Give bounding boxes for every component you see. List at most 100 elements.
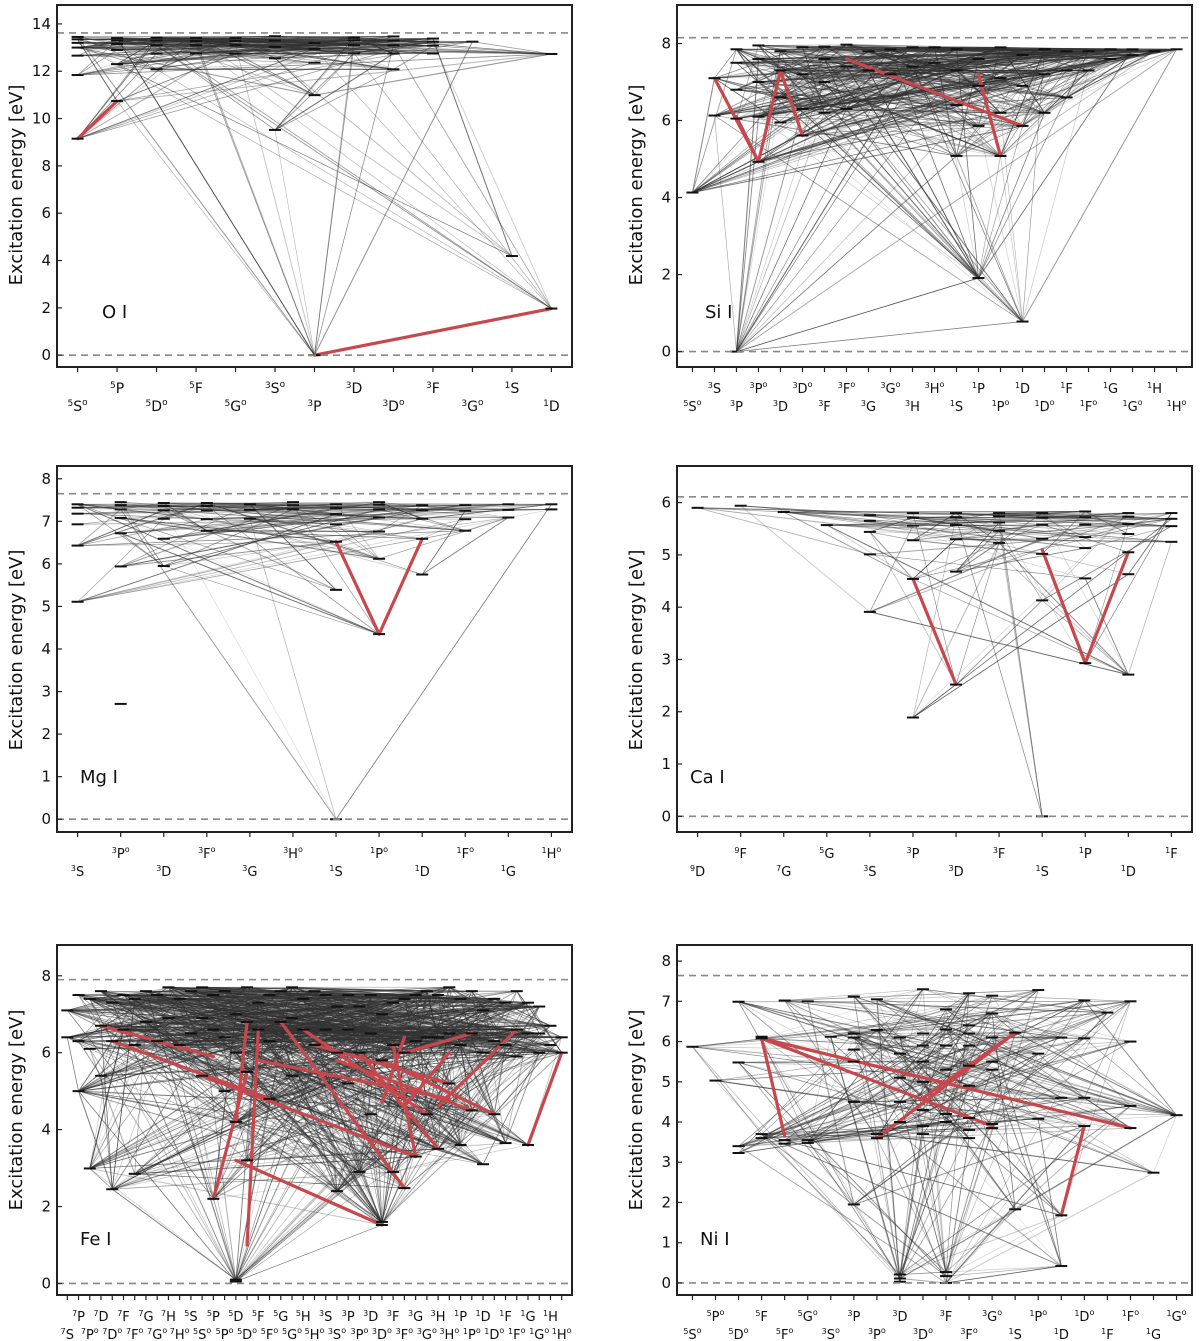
transition-line (802, 73, 957, 157)
transition-line (1110, 48, 1177, 60)
term-label: 3Fo (198, 845, 216, 862)
term-label: 3S (708, 381, 721, 397)
y-axis-label: Excitation energy [eV] (6, 1010, 27, 1211)
y-tick-label: 4 (661, 1113, 671, 1131)
transition-line (736, 62, 1045, 114)
transition-line (206, 502, 380, 560)
transition-line (163, 513, 337, 540)
transition-line (156, 37, 355, 54)
transition-line (1042, 553, 1129, 575)
term-label: 3Fo (396, 1326, 414, 1341)
transition-line (120, 502, 164, 510)
transition-line (117, 42, 315, 65)
term-label: 5H (296, 1309, 311, 1325)
transition-line (758, 45, 1067, 71)
term-label: 3So (822, 1326, 840, 1341)
term-label: 3F (993, 846, 1006, 862)
transition-line (869, 531, 1129, 535)
transition-line (869, 531, 957, 685)
transition-line (163, 504, 466, 540)
transition-line (955, 542, 1000, 685)
transition-line (120, 517, 337, 543)
transition-line (78, 1029, 214, 1092)
term-label: 1G (501, 864, 516, 880)
transition-line (77, 509, 552, 603)
panel-ca-i: Excitation energy [eV] Ca I 0 1 2 3 4 5 6 9D 9F 7… (626, 465, 1193, 880)
transition-line (77, 44, 394, 76)
transition-line (421, 510, 466, 575)
transition-line (77, 44, 236, 140)
term-label: 1P (1079, 846, 1092, 862)
term-label: 3Do (372, 1326, 392, 1341)
term-label: 3F (818, 399, 831, 415)
transition-line (692, 50, 1067, 193)
transition-line (156, 40, 197, 46)
term-label: 3F (387, 1309, 400, 1325)
term-label: 3G (242, 864, 257, 880)
transition-line (206, 503, 552, 520)
term-label: 3Po (868, 1326, 886, 1341)
transition-line (335, 513, 466, 532)
transition-line (156, 53, 197, 70)
element-label: Si I (705, 302, 732, 323)
transition-line (314, 48, 552, 309)
transition-line (516, 1025, 551, 1057)
transition-line (802, 73, 825, 83)
transition-line (955, 524, 1086, 573)
transition-line (212, 1014, 237, 1199)
transition-line (249, 518, 337, 820)
term-label: 3D (156, 864, 171, 880)
y-tick-label: 5 (661, 1073, 671, 1091)
transition-line (692, 125, 979, 193)
transition-line (736, 277, 979, 352)
y-tick-label: 6 (41, 204, 51, 222)
transition-line (955, 524, 1000, 532)
transition-line (77, 503, 466, 506)
transition-line (736, 66, 913, 352)
transition-line (890, 47, 1001, 50)
term-label: 3Ho (283, 845, 303, 862)
transition-line (77, 36, 118, 45)
transition-line (111, 998, 136, 1190)
transition-line (163, 502, 208, 532)
transition-line (912, 512, 1172, 527)
transition-line (956, 58, 1111, 157)
highlighted-transition (844, 57, 1025, 128)
transition-line (934, 46, 1067, 52)
transition-line (736, 46, 913, 64)
transition-line (956, 125, 1023, 157)
transition-line (736, 97, 781, 352)
transition-line (758, 50, 1089, 60)
transition-line (934, 46, 1001, 114)
transition-line (802, 58, 1111, 137)
term-label: 1Po (992, 398, 1010, 415)
transition-line (1088, 58, 1111, 71)
transition-line (802, 108, 979, 279)
transition-line (956, 155, 1023, 322)
transition-line (758, 47, 935, 117)
transition-line (978, 48, 1133, 279)
term-label: 5G (819, 846, 834, 862)
term-label: 7G (776, 864, 791, 880)
transition-line (77, 53, 236, 57)
transition-line (120, 504, 423, 534)
transition-lines (66, 986, 563, 1282)
transition-line (1022, 74, 1045, 127)
transition-line (77, 503, 380, 635)
transition-line (120, 504, 165, 567)
term-label: 3G (861, 399, 876, 415)
transition-line (89, 987, 169, 1169)
transition-line (77, 39, 118, 102)
transition-line (912, 539, 1172, 543)
transition-line (249, 504, 466, 511)
transition-line (77, 48, 315, 57)
transition-line (736, 321, 1023, 352)
transition-line (758, 44, 869, 52)
transition-line (692, 70, 869, 193)
transition-line (249, 518, 337, 525)
term-label: 1G (520, 1309, 535, 1325)
transition-line (869, 538, 1043, 613)
transition-line (111, 1040, 248, 1161)
y-tick-label: 5 (41, 597, 51, 615)
term-label: 3Fo (838, 380, 856, 397)
